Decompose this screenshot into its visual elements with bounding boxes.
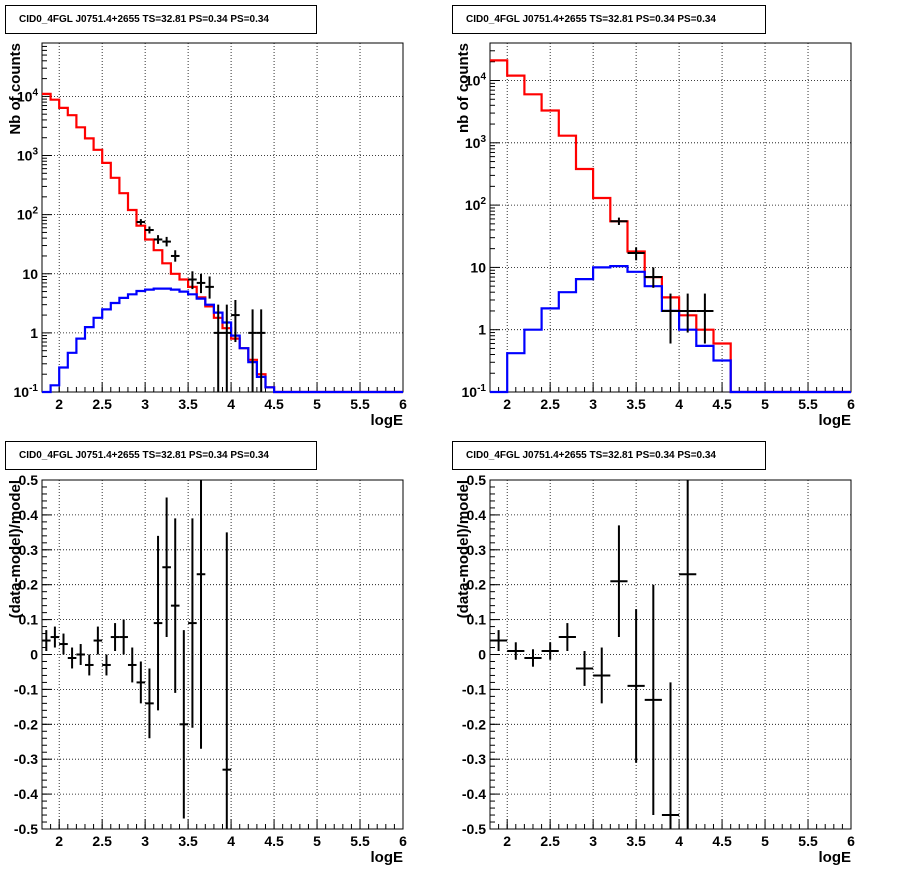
y-tick-label: 0.4 [467,507,487,523]
series-line-source-model [490,265,851,394]
y-tick-label: -0.2 [14,716,38,732]
x-tick-label: 6 [847,396,855,412]
x-tick-label: 4 [227,833,235,849]
x-tick-label: 5 [761,833,769,849]
x-tick-label: 3.5 [626,396,646,412]
x-tick-label: 3.5 [178,833,198,849]
y-tick-label: 103 [17,147,39,164]
y-tick-label: 0.5 [19,472,39,488]
x-axis-label: logE [371,412,404,429]
y-axis-label: (data-model)/model [7,480,24,618]
series-line-source-model [42,287,403,394]
y-tick-label: 10 [22,266,38,282]
x-tick-label: 4.5 [264,833,284,849]
x-tick-label: 5 [761,396,769,412]
x-tick-label: 3 [141,396,149,412]
y-tick-label: -0.5 [14,821,38,837]
x-tick-label: 5 [313,396,321,412]
x-tick-label: 4.5 [264,396,284,412]
x-tick-label: 4 [675,833,683,849]
y-tick-label: 1 [30,325,38,341]
chart-title: CID0_4FGL J0751.4+2655 TS=32.81 PS=0.34 … [466,450,716,461]
y-tick-label: 0 [30,647,38,663]
y-tick-label: 0 [478,647,486,663]
x-tick-label: 2 [55,833,63,849]
x-tick-label: 5.5 [798,396,818,412]
y-tick-label: 0.2 [467,577,487,593]
y-tick-label: 10 [470,259,486,275]
y-tick-label: 104 [17,87,39,104]
x-tick-label: 3.5 [178,396,198,412]
chart-title-box: CID0_4FGL J0751.4+2655 TS=32.81 PS=0.34 … [452,441,766,470]
y-tick-label: -0.3 [462,751,486,767]
y-tick-label: 0.3 [19,542,39,558]
chart-title: CID0_4FGL J0751.4+2655 TS=32.81 PS=0.34 … [19,450,269,461]
y-tick-label: -0.2 [462,716,486,732]
x-tick-label: 4 [675,396,683,412]
y-tick-label: 10-1 [14,383,39,400]
x-tick-label: 2.5 [92,833,112,849]
y-tick-label: 0.1 [19,612,39,628]
x-tick-label: 5.5 [350,396,370,412]
x-tick-label: 6 [399,396,407,412]
x-tick-label: 3 [141,833,149,849]
x-tick-label: 4 [227,396,235,412]
chart-title-box: CID0_4FGL J0751.4+2655 TS=32.81 PS=0.34 … [5,5,317,34]
x-tick-label: 3 [589,396,597,412]
x-axis-label: logE [819,849,852,866]
y-tick-label: 1 [478,322,486,338]
y-tick-label: -0.3 [14,751,38,767]
plot-frame [41,42,404,393]
y-tick-label: -0.4 [462,786,486,802]
chart-title: CID0_4FGL J0751.4+2655 TS=32.81 PS=0.34 … [19,14,269,25]
x-tick-label: 6 [399,833,407,849]
y-tick-label: 102 [17,206,39,223]
chart-panel-1: 2 2.5 3 3.5 4 4.5 5 5.5 6 10-1 1 10 102 103 104 logE Nb … [7,42,407,429]
x-tick-label: 5.5 [798,833,818,849]
y-axis-label: Nb of counts [7,43,24,135]
x-tick-label: 5 [313,833,321,849]
chart-title: CID0_4FGL J0751.4+2655 TS=32.81 PS=0.34 … [466,14,716,25]
y-tick-label: 10-1 [462,383,487,400]
x-tick-label: 6 [847,833,855,849]
y-axis-label: (data-model)/model [455,480,472,618]
chart-title-box: CID0_4FGL J0751.4+2655 TS=32.81 PS=0.34 … [5,441,317,470]
y-tick-label: 0.2 [19,577,39,593]
x-tick-label: 2.5 [540,396,560,412]
chart-panel-3: 2 2.5 3 3.5 4 4.5 5 5.5 6 -0.5 -0.4 -0.3 -0.2 -0.1 0 0.… [7,472,407,866]
y-tick-label: -0.1 [14,681,38,697]
y-tick-label: 0.5 [467,472,487,488]
chart-title-box: CID0_4FGL J0751.4+2655 TS=32.81 PS=0.34 … [452,5,766,34]
y-tick-label: 0.1 [467,612,487,628]
y-tick-label: 0.4 [19,507,39,523]
y-tick-label: 104 [465,72,487,89]
x-tick-label: 4.5 [712,396,732,412]
x-tick-label: 2 [503,833,511,849]
x-axis-label: logE [819,412,852,429]
y-tick-label: 102 [465,196,487,213]
y-tick-label: -0.1 [462,681,486,697]
x-tick-label: 2 [503,396,511,412]
x-tick-label: 2.5 [92,396,112,412]
x-tick-label: 5.5 [350,833,370,849]
x-tick-label: 2.5 [540,833,560,849]
x-tick-label: 3 [589,833,597,849]
y-tick-label: -0.5 [462,821,486,837]
x-tick-label: 2 [55,396,63,412]
y-tick-label: -0.4 [14,786,38,802]
y-axis-label: nb of counts [455,43,472,133]
y-tick-label: 103 [465,134,487,151]
x-tick-label: 3.5 [626,833,646,849]
x-axis-label: logE [371,849,404,866]
y-tick-label: 0.3 [467,542,487,558]
chart-panel-4: 2 2.5 3 3.5 4 4.5 5 5.5 6 -0.5 -0.4 -0.3 -0.2 -0.1 0 0.… [455,472,855,866]
x-tick-label: 4.5 [712,833,732,849]
chart-panel-2: 2 2.5 3 3.5 4 4.5 5 5.5 6 10-1 1 10 102 103 104 logE nb … [455,42,855,429]
